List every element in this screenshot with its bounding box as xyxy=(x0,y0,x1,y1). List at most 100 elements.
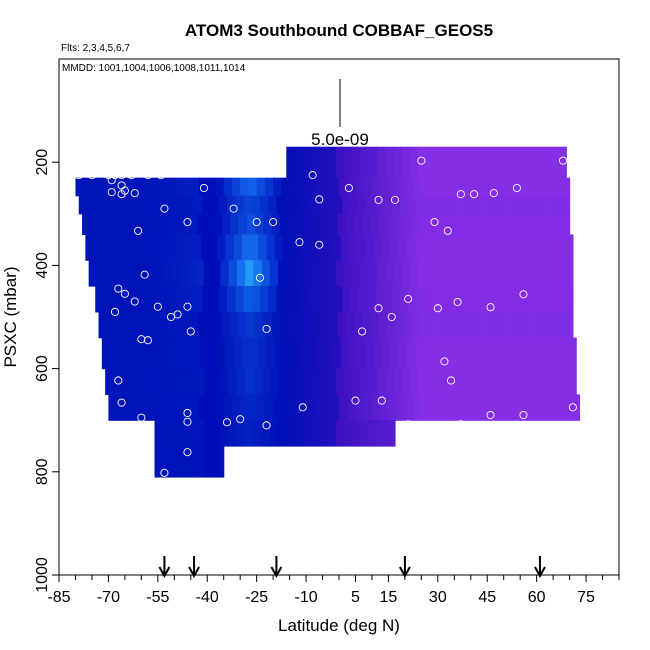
heatmap-cell xyxy=(510,311,520,339)
heatmap-cell xyxy=(255,311,264,339)
heatmap-cell xyxy=(546,234,556,261)
heatmap-cell xyxy=(194,286,203,313)
data-point xyxy=(74,171,83,180)
heatmap-cell xyxy=(253,260,263,287)
heatmap-cell xyxy=(190,177,200,197)
data-point xyxy=(456,420,465,429)
heatmap-cell xyxy=(434,146,444,179)
heatmap-cell xyxy=(503,394,513,421)
heatmap-cell xyxy=(119,286,129,313)
heatmap-cell xyxy=(508,368,518,395)
heatmap-cell xyxy=(535,311,544,339)
heatmap-cell xyxy=(355,177,365,197)
heatmap-cell xyxy=(164,213,174,236)
heatmap-cell xyxy=(492,260,502,287)
heatmap-cell xyxy=(245,420,254,447)
heatmap-cell xyxy=(233,234,243,261)
heatmap-cell xyxy=(518,311,528,339)
heatmap-cell xyxy=(177,286,187,313)
heatmap-cell xyxy=(236,260,246,287)
heatmap-cell xyxy=(482,286,492,313)
heatmap-cell xyxy=(544,394,554,421)
heatmap-cell xyxy=(446,394,455,421)
heatmap-cell xyxy=(274,234,284,261)
heatmap-cell xyxy=(205,213,215,236)
heatmap-cell xyxy=(549,146,559,179)
heatmap-cell xyxy=(269,260,279,287)
data-point xyxy=(186,327,195,336)
heatmap-cell xyxy=(174,177,184,197)
heatmap-cell xyxy=(187,260,197,287)
heatmap-cell xyxy=(533,260,543,287)
heatmap-cell xyxy=(330,177,340,197)
heatmap-cell xyxy=(230,311,240,339)
heatmap-cell xyxy=(218,286,228,313)
heatmap-cell xyxy=(380,394,390,421)
heatmap-cell xyxy=(436,311,446,339)
heatmap-cell xyxy=(371,394,381,421)
heatmap-cell xyxy=(577,394,581,421)
heatmap-cell xyxy=(228,420,238,447)
data-point xyxy=(143,336,152,345)
heatmap-cell xyxy=(416,195,426,215)
heatmap-cell xyxy=(409,146,419,179)
heatmap-cell xyxy=(215,394,225,421)
heatmap-cell xyxy=(131,213,141,236)
heatmap-cell xyxy=(172,213,182,236)
heatmap-cell xyxy=(82,213,91,236)
heatmap-cell xyxy=(195,446,205,478)
heatmap-cell xyxy=(172,311,182,339)
heatmap-cell xyxy=(563,337,572,370)
heatmap-cell xyxy=(342,195,352,215)
heatmap-cell xyxy=(419,213,429,236)
heatmap-cell xyxy=(175,234,185,261)
heatmap-cell xyxy=(493,213,503,236)
data-point xyxy=(104,171,113,180)
heatmap-cell xyxy=(343,420,353,447)
heatmap-cell xyxy=(179,446,189,478)
data-point xyxy=(137,413,146,422)
x-tick-label: -10 xyxy=(294,589,317,606)
heatmap-cell xyxy=(210,286,220,313)
data-point xyxy=(110,307,120,316)
heatmap-cell xyxy=(569,394,579,421)
heatmap-cell xyxy=(121,260,131,287)
heatmap-cell xyxy=(156,311,166,339)
data-point xyxy=(387,312,396,322)
heatmap-cell xyxy=(189,213,198,236)
heatmap-cell xyxy=(177,195,187,215)
heatmap-cell xyxy=(474,195,483,215)
heatmap-cell xyxy=(343,146,353,179)
heatmap-cell xyxy=(324,234,334,261)
heatmap-cell xyxy=(108,177,118,197)
heatmap-cell xyxy=(455,337,465,370)
heatmap-cell xyxy=(546,337,556,370)
heatmap-cell xyxy=(393,368,403,395)
heatmap-cell xyxy=(164,311,174,339)
heatmap-cell xyxy=(185,195,195,215)
data-point xyxy=(222,418,232,427)
heatmap-cell xyxy=(287,213,297,236)
heatmap-cell xyxy=(521,234,531,261)
heatmap-cell xyxy=(368,260,378,287)
data-point xyxy=(308,447,317,456)
heatmap-cell xyxy=(187,420,197,447)
heatmap-cell xyxy=(426,260,436,287)
heatmap-cell xyxy=(480,337,490,370)
heatmap-cell xyxy=(403,311,413,339)
data-point xyxy=(470,190,479,199)
heatmap-cell xyxy=(549,368,559,395)
heatmap-cell xyxy=(385,420,394,447)
heatmap-cell xyxy=(533,368,543,395)
data-point xyxy=(134,226,143,235)
heatmap-cell xyxy=(337,311,347,339)
heatmap-cell xyxy=(507,286,516,313)
heatmap-cell xyxy=(222,213,231,236)
heatmap-cell xyxy=(194,195,203,215)
heatmap-cell xyxy=(544,177,554,197)
heatmap-cell xyxy=(431,234,441,261)
heatmap-cell xyxy=(261,368,271,395)
heatmap-cell xyxy=(352,368,362,395)
x-tick-label: -40 xyxy=(196,589,219,606)
heatmap-cell xyxy=(299,234,309,261)
